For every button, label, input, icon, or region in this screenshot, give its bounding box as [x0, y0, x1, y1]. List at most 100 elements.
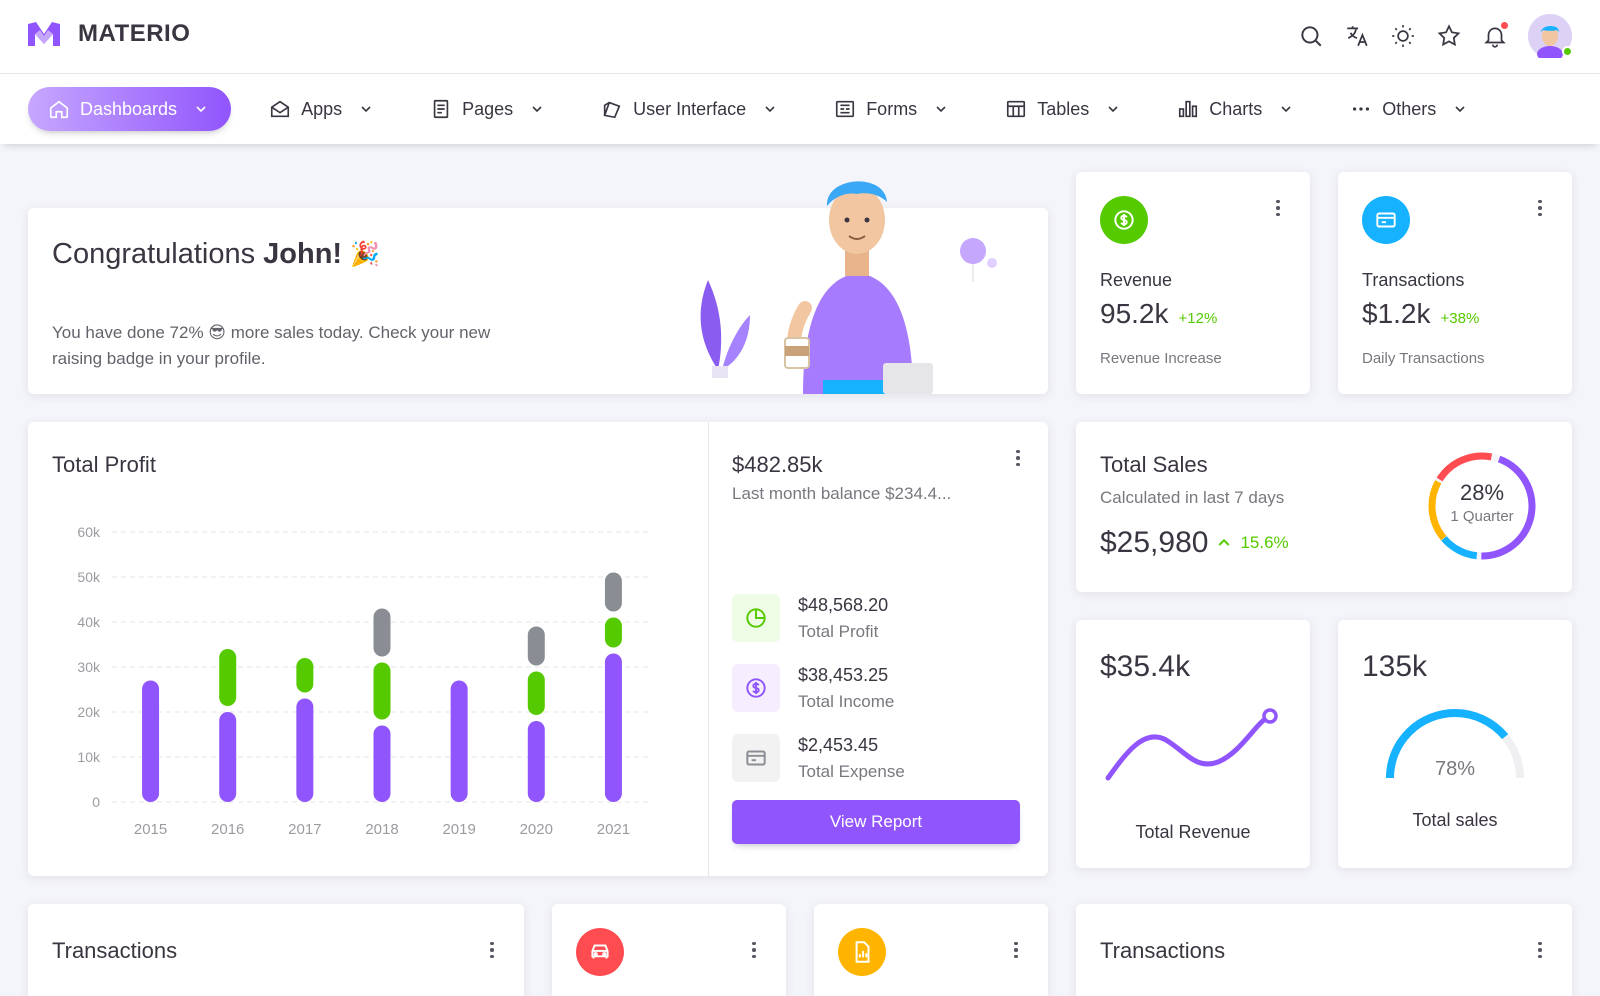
sun-icon[interactable] [1390, 23, 1416, 49]
nav-item-apps[interactable]: Apps [251, 87, 392, 131]
congratulations-message: You have done 72% 😎 more sales today. Ch… [52, 323, 491, 368]
card-icon [732, 734, 780, 782]
bar-segment [296, 658, 314, 693]
chevron-down-icon [196, 106, 206, 113]
view-report-button[interactable]: View Report [732, 800, 1020, 844]
transactions-card-left: Transactions [28, 904, 524, 996]
plant-illustration [700, 280, 750, 378]
party-emoji: 🎉 [350, 241, 380, 268]
chevron-down-icon [1108, 106, 1118, 113]
nav-item-label: Charts [1209, 98, 1263, 119]
bar-segment [604, 653, 622, 802]
x-tick-label: 2016 [211, 821, 244, 838]
report-icon [838, 928, 886, 976]
page-icon [433, 99, 449, 119]
pie-icon [732, 594, 780, 642]
total-sales-subtitle: Calculated in last 7 days [1100, 488, 1285, 507]
congratulations-prefix: Congratulations [52, 238, 256, 270]
bar-segment [142, 680, 160, 802]
nav-item-label: Forms [866, 98, 918, 119]
bar-segment [604, 572, 622, 612]
metric-label: Total Profit [798, 621, 879, 641]
translate-icon[interactable] [1344, 23, 1370, 49]
more-options-icon[interactable] [1530, 940, 1550, 960]
nav-item-user-interface[interactable]: User Interface [583, 87, 796, 131]
star-icon[interactable] [1436, 23, 1462, 49]
more-options-icon[interactable] [482, 940, 502, 960]
top-bar: MATERIO [0, 0, 1600, 74]
donut-percent: 28% [1459, 480, 1505, 505]
dots-icon [1353, 107, 1370, 111]
search-icon[interactable] [1298, 23, 1324, 49]
total-revenue-card: $35.4k Total Revenue [1076, 620, 1310, 868]
table-icon [1007, 100, 1026, 118]
x-tick-label: 2015 [134, 821, 167, 838]
notification-dot [1500, 21, 1509, 30]
stat-subtitle: Daily Transactions [1362, 350, 1485, 367]
metric-text: $48,568.20 Total Profit [798, 595, 888, 642]
sales-amount: $25,980 [1100, 526, 1209, 559]
chevron-down-icon [1281, 106, 1291, 113]
bar-segment [373, 725, 391, 802]
more-options-icon[interactable] [744, 940, 764, 960]
nav-items: Dashboards Apps Pages User Interface For… [28, 87, 1506, 131]
y-tick-label: 0 [92, 794, 100, 810]
nav-item-pages[interactable]: Pages [412, 87, 563, 131]
bar-segment [450, 680, 468, 802]
total-profit-chart: 0 10k 20k 30k 40k 50k 60k 2015 2016 2017 2018 2019 2… [77, 524, 652, 838]
bar-segment [527, 671, 545, 715]
transactions-title: Transactions [52, 938, 178, 963]
metric-total-profit: $48,568.20 Total Profit [732, 594, 888, 642]
y-tick-label: 40k [77, 614, 101, 630]
brand-name: MATERIO [78, 20, 191, 47]
revenue-line-chart [1105, 708, 1278, 781]
total-sales-card: Total Sales Calculated in last 7 days $2… [1076, 422, 1572, 592]
form-icon [836, 100, 855, 118]
divider [708, 422, 709, 876]
y-tick-label: 60k [77, 524, 101, 540]
materio-logo-icon [28, 22, 60, 46]
metric-total-expense: $2,453.45 Total Expense [732, 734, 905, 782]
brand[interactable]: MATERIO [26, 20, 190, 48]
nav-item-label: User Interface [633, 98, 747, 119]
card-icon [1362, 196, 1410, 244]
congratulations-title: Congratulations John! 🎉 [52, 238, 380, 271]
stat-value-number: $1.2k [1362, 298, 1431, 329]
horizontal-nav: Dashboards Apps Pages User Interface For… [0, 74, 1600, 144]
nav-item-label: Pages [462, 98, 514, 119]
total-sales-title: Total Sales [1100, 452, 1208, 477]
nav-item-charts[interactable]: Charts [1159, 87, 1312, 131]
more-options-icon[interactable] [1008, 448, 1028, 468]
avatar[interactable] [1528, 14, 1573, 62]
layers-icon [603, 101, 621, 119]
more-options-icon[interactable] [1530, 198, 1550, 218]
balance-value: $482.85k [732, 452, 823, 477]
nav-item-label: Tables [1037, 98, 1090, 119]
more-options-icon[interactable] [1268, 198, 1288, 218]
congratulations-card: Congratulations John! 🎉 You have done 72… [28, 181, 1048, 394]
total-profit-card: Total Profit 0 10k 20k 30k 40k 50k 60k 2015 2016… [28, 422, 1048, 876]
balance-subtitle: Last month balance $234.4... [732, 484, 952, 503]
chevron-down-icon [532, 106, 542, 113]
bar-segment [296, 698, 314, 802]
nav-item-tables[interactable]: Tables [987, 87, 1139, 131]
y-tick-label: 20k [77, 704, 101, 720]
nav-item-forms[interactable]: Forms [816, 87, 967, 131]
y-tick-label: 10k [77, 749, 101, 765]
sales-gauge-chart [1386, 709, 1524, 779]
transactions-title: Transactions [1100, 938, 1226, 963]
total-sales-value: $25,980 15.6% [1100, 526, 1289, 560]
metric-label: Total Income [798, 691, 895, 711]
bell-icon[interactable] [1482, 21, 1509, 49]
bar-segment [527, 626, 545, 666]
chevron-down-icon [936, 106, 946, 113]
stat-subtitle: Revenue Increase [1100, 350, 1222, 367]
transactions-card-right: Transactions [1076, 904, 1572, 996]
more-options-icon[interactable] [1006, 940, 1026, 960]
nav-item-others[interactable]: Others [1332, 87, 1486, 131]
nav-item-label: Dashboards [80, 98, 178, 119]
nav-item-dashboards[interactable]: Dashboards [28, 87, 232, 131]
bar-segment [219, 712, 237, 802]
online-status-dot [1562, 46, 1573, 57]
chevron-down-icon [361, 106, 371, 113]
